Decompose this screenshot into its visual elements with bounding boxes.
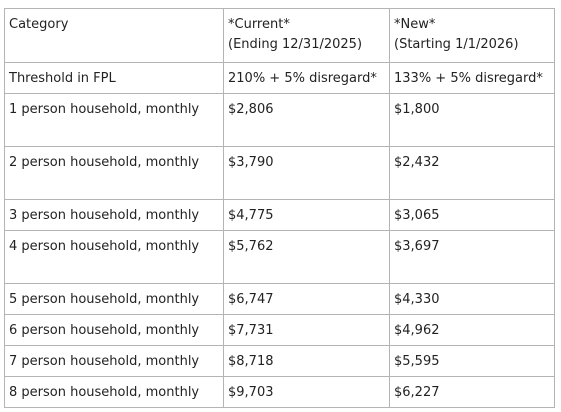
row-label: 5 person household, monthly [4,283,224,315]
row-current-value: $3,790 [223,146,390,200]
row-new-value: $4,962 [389,314,555,346]
table-row: 7 person household, monthly $8,718 $5,59… [4,345,555,377]
row-new-value: $5,595 [389,345,555,377]
row-current-value: $2,806 [223,93,390,147]
row-current-value: $4,775 [223,199,390,231]
header-new: *New* (Starting 1/1/2026) [389,8,555,63]
table-row: 6 person household, monthly $7,731 $4,96… [4,314,555,346]
threshold-label: Threshold in FPL [4,62,224,94]
row-label: 2 person household, monthly [4,146,224,200]
header-current: *Current* (Ending 12/31/2025) [223,8,390,63]
header-category: Category [4,8,224,63]
header-current-title: *Current* [228,17,290,32]
row-new-value: $3,697 [389,230,555,284]
table-header-row: Category *Current* (Ending 12/31/2025) *… [4,8,555,63]
row-current-value: $5,762 [223,230,390,284]
table-row: 3 person household, monthly $4,775 $3,06… [4,199,555,231]
row-label: 6 person household, monthly [4,314,224,346]
header-current-subtitle: (Ending 12/31/2025) [228,37,363,52]
row-new-value: $1,800 [389,93,555,147]
row-current-value: $9,703 [223,376,390,408]
row-label: 1 person household, monthly [4,93,224,147]
row-current-value: $8,718 [223,345,390,377]
threshold-current: 210% + 5% disregard* [223,62,390,94]
row-current-value: $6,747 [223,283,390,315]
row-label: 7 person household, monthly [4,345,224,377]
table-row: 8 person household, monthly $9,703 $6,22… [4,376,555,408]
row-new-value: $6,227 [389,376,555,408]
row-new-value: $4,330 [389,283,555,315]
table-row: 4 person household, monthly $5,762 $3,69… [4,230,555,284]
fpl-income-table: Category *Current* (Ending 12/31/2025) *… [4,8,555,408]
table-row: 5 person household, monthly $6,747 $4,33… [4,283,555,315]
table-row: 1 person household, monthly $2,806 $1,80… [4,93,555,147]
row-new-value: $3,065 [389,199,555,231]
row-label: 3 person household, monthly [4,199,224,231]
table-row: 2 person household, monthly $3,790 $2,43… [4,146,555,200]
header-new-subtitle: (Starting 1/1/2026) [394,37,519,52]
header-new-title: *New* [394,17,436,32]
threshold-new: 133% + 5% disregard* [389,62,555,94]
header-category-label: Category [9,17,69,32]
row-label: 8 person household, monthly [4,376,224,408]
threshold-row: Threshold in FPL 210% + 5% disregard* 13… [4,62,555,94]
row-label: 4 person household, monthly [4,230,224,284]
row-current-value: $7,731 [223,314,390,346]
row-new-value: $2,432 [389,146,555,200]
